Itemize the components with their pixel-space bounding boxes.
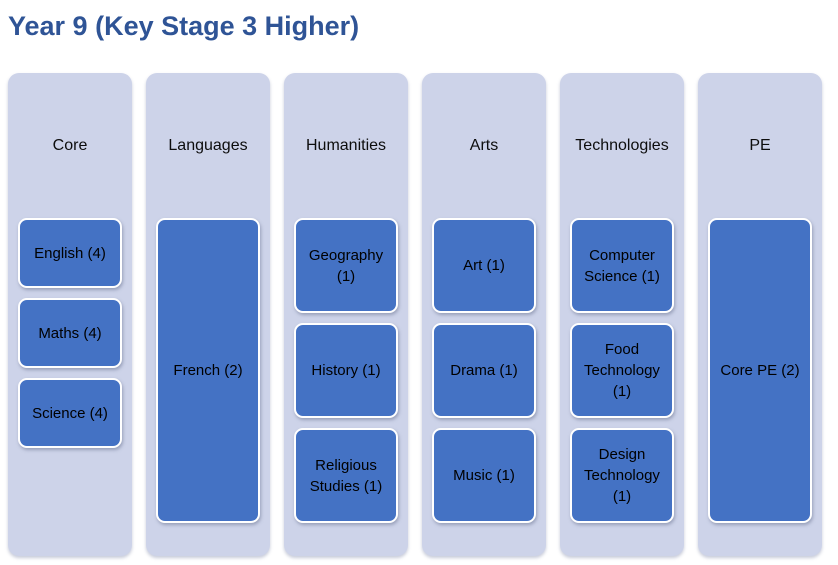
- column-languages-header: Languages: [168, 136, 248, 154]
- subject-box-french: French (2): [156, 218, 260, 523]
- subject-box-science: Science (4): [18, 378, 122, 448]
- column-core-header: Core: [52, 136, 88, 154]
- subject-box-religious-studies: Religious Studies (1): [294, 428, 398, 523]
- column-technologies: Technologies Computer Science (1) Food T…: [560, 73, 684, 556]
- column-pe-boxes: Core PE (2): [708, 218, 812, 523]
- column-humanities-header: Humanities: [305, 136, 387, 154]
- column-arts-header: Arts: [469, 136, 499, 154]
- subject-box-art: Art (1): [432, 218, 536, 313]
- column-languages: Languages French (2): [146, 73, 270, 556]
- subject-box-core-pe: Core PE (2): [708, 218, 812, 523]
- subject-box-english: English (4): [18, 218, 122, 288]
- column-core-boxes: English (4) Maths (4) Science (4): [18, 218, 122, 448]
- subject-box-music: Music (1): [432, 428, 536, 523]
- column-humanities-boxes: Geography (1) History (1) Religious Stud…: [294, 218, 398, 523]
- column-languages-boxes: French (2): [156, 218, 260, 523]
- column-technologies-header: Technologies: [575, 136, 669, 154]
- column-pe: PE Core PE (2): [698, 73, 822, 556]
- subject-box-design-technology: Design Technology (1): [570, 428, 674, 523]
- column-humanities: Humanities Geography (1) History (1) Rel…: [284, 73, 408, 556]
- subject-box-food-technology: Food Technology (1): [570, 323, 674, 418]
- subject-box-drama: Drama (1): [432, 323, 536, 418]
- subject-box-history: History (1): [294, 323, 398, 418]
- column-arts-boxes: Art (1) Drama (1) Music (1): [432, 218, 536, 523]
- page-title: Year 9 (Key Stage 3 Higher): [8, 11, 360, 41]
- column-pe-header: PE: [749, 136, 771, 154]
- subject-box-geography: Geography (1): [294, 218, 398, 313]
- curriculum-columns: Core English (4) Maths (4) Science (4) L…: [8, 73, 830, 556]
- column-technologies-boxes: Computer Science (1) Food Technology (1)…: [570, 218, 674, 523]
- subject-box-computer-science: Computer Science (1): [570, 218, 674, 313]
- column-arts: Arts Art (1) Drama (1) Music (1): [422, 73, 546, 556]
- subject-box-maths: Maths (4): [18, 298, 122, 368]
- column-core: Core English (4) Maths (4) Science (4): [8, 73, 132, 556]
